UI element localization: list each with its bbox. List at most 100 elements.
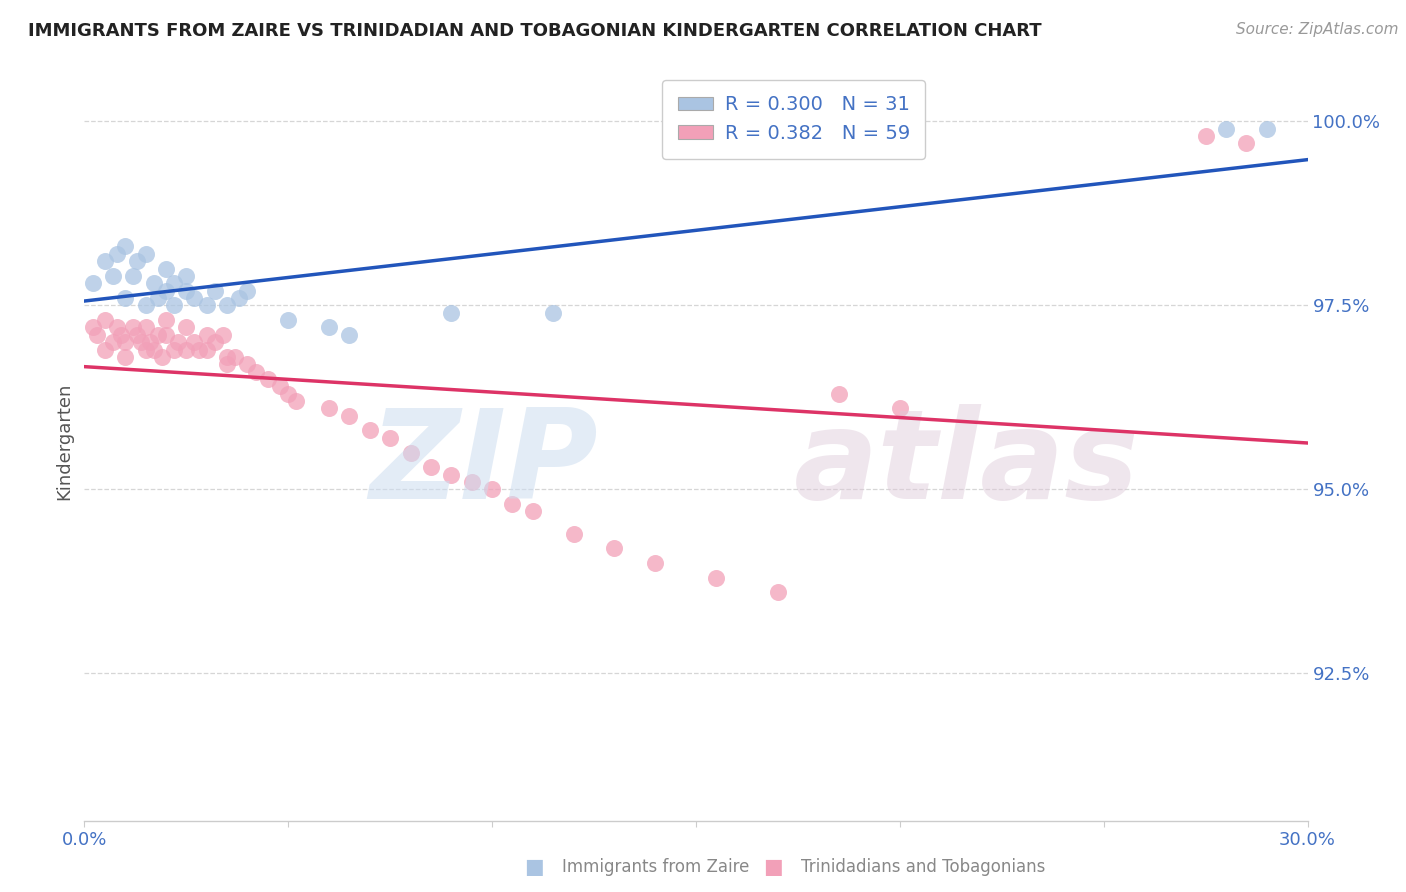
Text: ■: ■ [763, 857, 783, 877]
Point [228, 291, 250, 305]
Point [440, 467, 463, 482]
Point [187, 343, 209, 357]
Point [135, 298, 157, 312]
Point [146, 291, 169, 305]
Point [174, 320, 197, 334]
Point [195, 327, 218, 342]
Point [245, 365, 267, 379]
Point [110, 327, 132, 342]
Point [122, 320, 145, 334]
Point [1236, 136, 1258, 151]
Point [155, 261, 177, 276]
Point [174, 284, 197, 298]
Point [105, 247, 128, 261]
Point [502, 497, 524, 511]
Point [318, 320, 340, 334]
Point [1215, 121, 1237, 136]
Point [131, 335, 153, 350]
Point [93, 343, 115, 357]
Point [285, 394, 308, 409]
Point [114, 335, 136, 350]
Point [603, 541, 626, 556]
Point [224, 350, 246, 364]
Point [889, 401, 911, 416]
Point [522, 504, 544, 518]
Point [277, 386, 299, 401]
Point [380, 431, 402, 445]
Point [155, 313, 177, 327]
Point [828, 386, 851, 401]
Point [93, 313, 115, 327]
Point [142, 277, 165, 291]
Point [461, 475, 484, 489]
Point [195, 343, 218, 357]
Point [174, 268, 197, 283]
Point [766, 585, 789, 599]
Point [138, 335, 160, 350]
Text: Trinidadians and Tobagonians: Trinidadians and Tobagonians [801, 858, 1046, 876]
Point [155, 327, 177, 342]
Point [86, 327, 108, 342]
Point [1195, 129, 1218, 144]
Point [195, 298, 218, 312]
Point [359, 424, 381, 438]
Point [155, 284, 177, 298]
Point [217, 357, 239, 371]
Point [543, 306, 565, 320]
Text: atlas: atlas [794, 404, 1140, 524]
Legend: R = 0.300   N = 31, R = 0.382   N = 59: R = 0.300 N = 31, R = 0.382 N = 59 [662, 79, 925, 159]
Point [105, 320, 128, 334]
Text: ■: ■ [524, 857, 544, 877]
Text: Immigrants from Zaire: Immigrants from Zaire [562, 858, 749, 876]
Point [440, 306, 463, 320]
Point [706, 571, 728, 585]
Point [127, 254, 149, 268]
Point [318, 401, 340, 416]
Point [562, 526, 585, 541]
Point [135, 247, 157, 261]
Point [236, 284, 259, 298]
Point [339, 409, 361, 423]
Point [114, 291, 136, 305]
Point [114, 239, 136, 253]
Point [481, 483, 503, 497]
Text: IMMIGRANTS FROM ZAIRE VS TRINIDADIAN AND TOBAGONIAN KINDERGARTEN CORRELATION CHA: IMMIGRANTS FROM ZAIRE VS TRINIDADIAN AND… [28, 22, 1042, 40]
Point [399, 445, 422, 459]
Point [135, 320, 157, 334]
Point [339, 327, 361, 342]
Point [114, 350, 136, 364]
Point [217, 298, 239, 312]
Point [420, 460, 443, 475]
Point [269, 379, 291, 393]
Point [127, 327, 149, 342]
Point [1256, 121, 1278, 136]
Point [644, 556, 666, 570]
Y-axis label: Kindergarten: Kindergarten [55, 383, 73, 500]
Point [163, 298, 186, 312]
Point [174, 343, 197, 357]
Point [257, 372, 280, 386]
Point [82, 277, 104, 291]
Point [163, 277, 186, 291]
Point [146, 327, 169, 342]
Point [150, 350, 173, 364]
Point [101, 335, 124, 350]
Point [135, 343, 157, 357]
Point [101, 268, 124, 283]
Point [122, 268, 145, 283]
Point [204, 335, 226, 350]
Point [236, 357, 259, 371]
Point [82, 320, 104, 334]
Point [163, 343, 186, 357]
Point [167, 335, 190, 350]
Text: Source: ZipAtlas.com: Source: ZipAtlas.com [1236, 22, 1399, 37]
Point [217, 350, 239, 364]
Point [212, 327, 235, 342]
Point [204, 284, 226, 298]
Text: ZIP: ZIP [370, 404, 598, 524]
Point [142, 343, 165, 357]
Point [277, 313, 299, 327]
Point [93, 254, 115, 268]
Point [183, 335, 205, 350]
Point [183, 291, 205, 305]
